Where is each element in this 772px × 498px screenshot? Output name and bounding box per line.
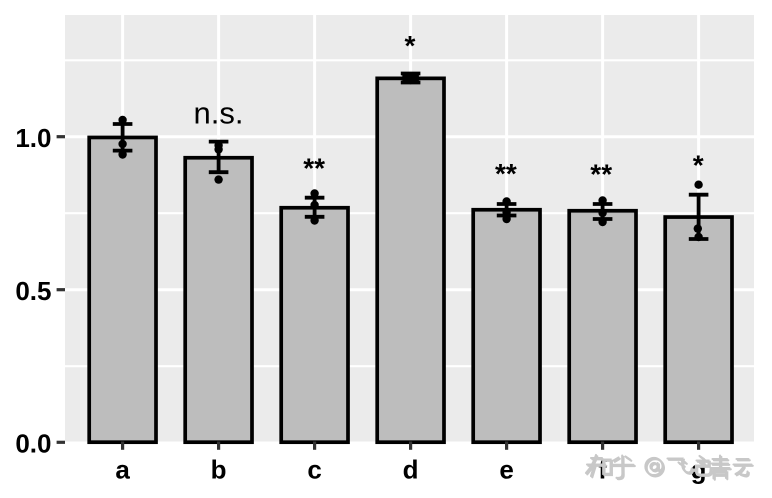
svg-text:c: c [307, 455, 321, 485]
svg-text:0.0: 0.0 [15, 429, 51, 459]
svg-text:d: d [403, 455, 419, 485]
svg-text:a: a [115, 455, 130, 485]
svg-text:**: ** [303, 152, 325, 183]
svg-text:**: ** [495, 158, 517, 189]
svg-text:n.s.: n.s. [194, 96, 244, 131]
svg-text:b: b [211, 455, 227, 485]
svg-text:0.5: 0.5 [15, 276, 51, 306]
svg-text:**: ** [590, 159, 612, 190]
svg-text:e: e [499, 455, 513, 485]
svg-text:*: * [693, 150, 704, 181]
svg-text:1.0: 1.0 [15, 123, 51, 153]
svg-text:*: * [404, 30, 415, 61]
